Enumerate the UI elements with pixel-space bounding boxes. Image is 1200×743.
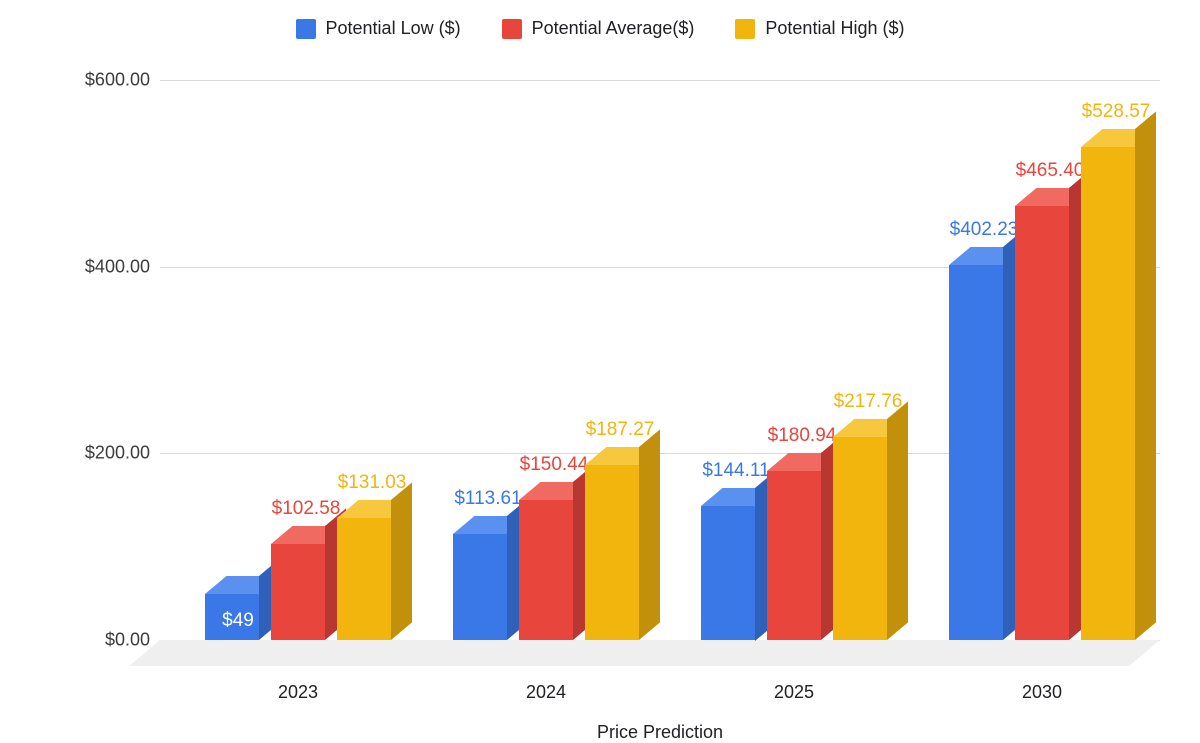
bar-front: [585, 465, 639, 640]
x-axis-title: Price Prediction: [597, 722, 723, 743]
bar-front: [337, 518, 391, 640]
value-label: $150.44: [520, 454, 589, 476]
x-axis-label: 2025: [774, 682, 814, 703]
legend-item-low: Potential Low ($): [296, 18, 461, 39]
value-label: $144.11: [702, 460, 769, 482]
legend: Potential Low ($) Potential Average($) P…: [0, 18, 1200, 44]
gridline: [160, 80, 1160, 81]
bar-front: [1081, 147, 1135, 640]
y-axis-label: $0.00: [30, 630, 150, 651]
bar: [271, 544, 325, 640]
bar: [701, 506, 755, 641]
legend-swatch-high: [735, 19, 755, 39]
bar: [519, 500, 573, 640]
bar-side: [887, 401, 908, 640]
bar-front: [271, 544, 325, 640]
bar-front: [949, 265, 1003, 640]
value-label: $102.58: [272, 498, 341, 520]
legend-label-avg: Potential Average($): [532, 18, 695, 39]
bar-front: [767, 471, 821, 640]
bar-front: [833, 437, 887, 640]
legend-swatch-avg: [502, 19, 522, 39]
bar: [337, 518, 391, 640]
bar: [585, 465, 639, 640]
bar: [949, 265, 1003, 640]
value-label: $131.03: [338, 472, 407, 494]
x-axis-label: 2024: [526, 682, 566, 703]
chart-floor: [129, 640, 1160, 666]
bar: [453, 534, 507, 640]
bar-front: [453, 534, 507, 640]
value-label: $49: [222, 610, 254, 632]
bar: [833, 437, 887, 640]
value-label: $465.40: [1016, 160, 1085, 182]
bar-front: [519, 500, 573, 640]
legend-item-high: Potential High ($): [735, 18, 904, 39]
price-prediction-chart: Potential Low ($) Potential Average($) P…: [0, 0, 1200, 742]
bar: [1015, 206, 1069, 640]
x-axis-label: 2023: [278, 682, 318, 703]
value-label: $402.23: [950, 219, 1019, 241]
legend-label-low: Potential Low ($): [326, 18, 461, 39]
x-axis-label: 2030: [1022, 682, 1062, 703]
legend-item-avg: Potential Average($): [502, 18, 695, 39]
value-label: $217.76: [834, 391, 903, 413]
value-label: $528.57: [1082, 101, 1151, 123]
legend-label-high: Potential High ($): [765, 18, 904, 39]
bar: [1081, 147, 1135, 640]
bar-side: [391, 482, 412, 640]
y-axis-label: $400.00: [30, 256, 150, 277]
bar-front: [1015, 206, 1069, 640]
value-label: $187.27: [586, 419, 655, 441]
value-label: $180.94: [768, 425, 837, 447]
bar: [767, 471, 821, 640]
plot-area: $0.00$200.00$400.00$600.00$49$102.58$131…: [160, 80, 1160, 640]
bar-side: [639, 429, 660, 640]
y-axis-label: $200.00: [30, 443, 150, 464]
value-label: $113.61: [454, 488, 521, 510]
bar-front: [701, 506, 755, 641]
bar-side: [1135, 111, 1156, 640]
y-axis-label: $600.00: [30, 70, 150, 91]
legend-swatch-low: [296, 19, 316, 39]
